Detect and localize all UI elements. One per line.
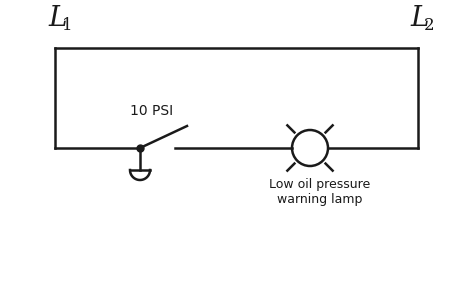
- Text: L: L: [410, 5, 428, 32]
- Text: 10 PSI: 10 PSI: [130, 104, 173, 118]
- Text: Low oil pressure
warning lamp: Low oil pressure warning lamp: [269, 178, 371, 206]
- Text: 2: 2: [424, 16, 435, 34]
- Text: 1: 1: [62, 16, 73, 34]
- Text: L: L: [48, 5, 66, 32]
